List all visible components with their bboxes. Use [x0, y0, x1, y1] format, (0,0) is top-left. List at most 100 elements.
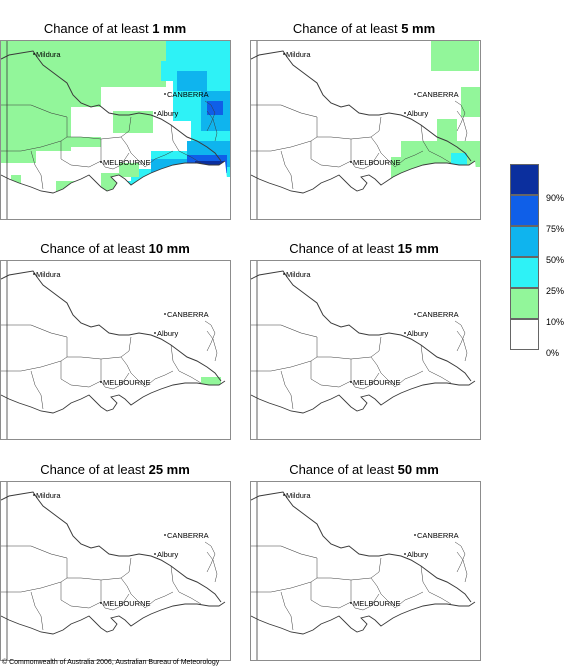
- nsw-region-line: [251, 545, 318, 559]
- legend-swatch-90-100: [510, 164, 539, 195]
- place-marker: [154, 332, 156, 334]
- map-canvas: Mildura CANBERRA Albury MELBOURNE: [1, 482, 230, 660]
- district-boundary: [206, 551, 218, 583]
- sea-area: [251, 161, 480, 219]
- district-boundary: [317, 116, 382, 140]
- district-boundary: [317, 336, 382, 360]
- probability-cell: [207, 101, 223, 115]
- panel-title-50mm: Chance of at least 50 mm: [289, 462, 439, 477]
- district-boundary: [370, 136, 396, 168]
- coastline: [251, 380, 476, 414]
- place-label-mildura: Mildura: [36, 270, 61, 279]
- legend-swatch-0-10: [510, 319, 539, 350]
- place-marker: [100, 161, 102, 163]
- rain-map-10mm: Mildura CANBERRA Albury MELBOURNE: [0, 260, 231, 440]
- place-label-albury: Albury: [407, 329, 429, 338]
- place-label-albury: Albury: [157, 109, 179, 118]
- probability-cell: [177, 71, 207, 91]
- panel-title-10mm: Chance of at least 10 mm: [40, 241, 190, 256]
- place-label-mildura: Mildura: [286, 50, 311, 59]
- map-canvas: Mildura CANBERRA Albury MELBOURNE: [251, 482, 480, 660]
- district-boundary: [280, 591, 294, 631]
- district-boundary: [310, 580, 352, 609]
- copyright-footer: © Commonwealth of Australia 2006, Austra…: [2, 659, 220, 666]
- probability-cell: [431, 41, 479, 71]
- map-canvas: Mildura CANBERRA Albury MELBOURNE: [1, 261, 230, 439]
- place-marker: [414, 313, 416, 315]
- place-marker: [404, 553, 406, 555]
- district-boundary: [120, 356, 146, 388]
- coastline: [1, 601, 226, 635]
- coastline: [1, 160, 226, 194]
- place-label-canberra: CANBERRA: [417, 90, 459, 99]
- probability-cell: [1, 87, 71, 151]
- place-marker: [350, 161, 352, 163]
- legend-label-0: 0%: [546, 348, 560, 358]
- probability-cell: [71, 87, 101, 107]
- probability-cell: [161, 61, 176, 81]
- place-label-mildura: Mildura: [286, 491, 311, 500]
- place-label-canberra: CANBERRA: [167, 531, 209, 540]
- place-label-albury: Albury: [407, 109, 429, 118]
- district-boundary: [30, 150, 44, 190]
- place-label-canberra: CANBERRA: [417, 310, 459, 319]
- district-boundary: [394, 370, 424, 388]
- district-boundary: [456, 551, 468, 583]
- district-boundary: [310, 139, 352, 168]
- district-boundary: [1, 337, 68, 372]
- place-marker: [33, 273, 35, 275]
- place-marker: [164, 93, 166, 95]
- place-label-canberra: CANBERRA: [167, 310, 209, 319]
- district-boundary: [60, 359, 102, 388]
- district-boundary: [456, 330, 468, 362]
- nsw-region-line: [251, 324, 318, 338]
- panel-title-15mm: Chance of at least 15 mm: [289, 241, 439, 256]
- murray-river-border: [251, 491, 472, 603]
- district-boundary: [420, 565, 452, 605]
- sea-area: [251, 381, 480, 439]
- coastline: [251, 160, 476, 194]
- district-boundary: [204, 100, 216, 132]
- place-label-melbourne: MELBOURNE: [353, 158, 401, 167]
- panel-title-5mm: Chance of at least 5 mm: [292, 21, 436, 36]
- place-label-melbourne: MELBOURNE: [353, 378, 401, 387]
- probability-cell: [119, 163, 139, 177]
- place-marker: [404, 332, 406, 334]
- district-boundary: [350, 372, 380, 390]
- legend-swatch-10-25: [510, 288, 539, 319]
- map-canvas: Mildura CANBERRA Albury MELBOURNE: [251, 41, 480, 219]
- district-boundary: [144, 591, 174, 609]
- place-label-canberra: CANBERRA: [417, 531, 459, 540]
- murray-river-border: [251, 50, 472, 162]
- probability-cell: [101, 71, 161, 87]
- place-label-canberra: CANBERRA: [167, 90, 209, 99]
- nsw-region-line: [1, 545, 68, 559]
- rain-map-15mm: Mildura CANBERRA Albury MELBOURNE: [250, 260, 481, 440]
- probability-cell: [11, 175, 21, 185]
- district-boundary: [1, 558, 68, 593]
- place-label-melbourne: MELBOURNE: [103, 158, 151, 167]
- murray-river-border: [251, 270, 472, 382]
- place-label-albury: Albury: [157, 550, 179, 559]
- district-boundary: [454, 100, 466, 132]
- district-boundary: [120, 136, 146, 168]
- district-boundary: [350, 152, 380, 170]
- district-boundary: [100, 152, 130, 170]
- place-marker: [350, 602, 352, 604]
- sea-area: [1, 161, 230, 219]
- district-boundary: [67, 116, 132, 140]
- place-label-mildura: Mildura: [286, 270, 311, 279]
- sea-area: [251, 602, 480, 660]
- district-boundary: [170, 565, 202, 605]
- district-boundary: [454, 320, 466, 352]
- district-boundary: [280, 370, 294, 410]
- nsw-region-line: [251, 104, 318, 118]
- district-boundary: [251, 117, 318, 152]
- district-boundary: [30, 591, 44, 631]
- district-boundary: [120, 577, 146, 609]
- place-marker: [33, 494, 35, 496]
- probability-cell: [113, 111, 153, 133]
- place-marker: [100, 602, 102, 604]
- rain-map-50mm: Mildura CANBERRA Albury MELBOURNE: [250, 481, 481, 661]
- legend-label-50: 50%: [546, 255, 565, 265]
